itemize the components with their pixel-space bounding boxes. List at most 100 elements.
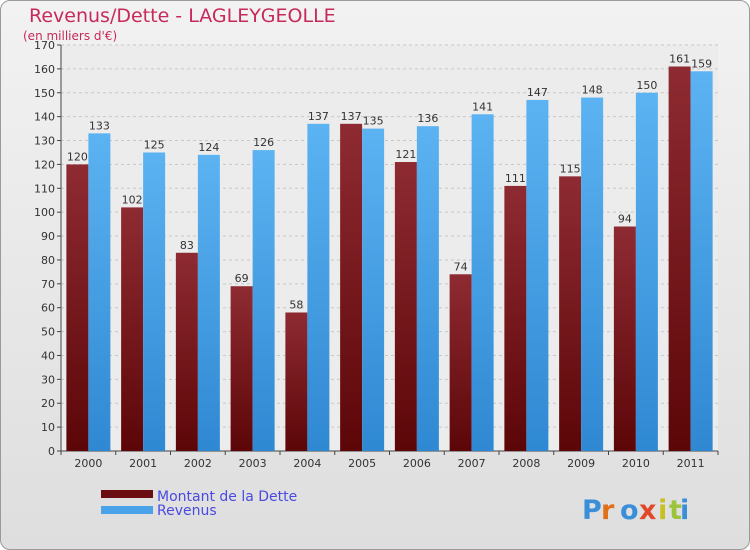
data-label: 148 [582, 84, 603, 97]
bar-revenus [416, 126, 439, 451]
data-label: 150 [636, 79, 657, 92]
bar-revenus [471, 114, 494, 452]
y-tick-label: 170 [34, 39, 55, 52]
data-label: 126 [253, 136, 274, 149]
bar-dette [175, 252, 198, 451]
y-tick-label: 40 [41, 349, 55, 362]
bar-revenus [307, 123, 330, 451]
data-label: 124 [198, 141, 219, 154]
data-label: 137 [341, 110, 362, 123]
y-tick-label: 10 [41, 421, 55, 434]
y-tick-label: 70 [41, 278, 55, 291]
bar-dette [340, 123, 363, 451]
x-tick-label: 2001 [129, 457, 157, 470]
data-label: 121 [395, 148, 416, 161]
x-tick-label: 2002 [184, 457, 212, 470]
bar-dette [559, 176, 582, 451]
data-label: 161 [669, 52, 690, 65]
y-tick-label: 50 [41, 326, 55, 339]
bar-dette [668, 66, 691, 452]
x-tick-label: 2007 [458, 457, 486, 470]
data-label: 159 [691, 57, 712, 70]
bar-revenus [143, 152, 166, 451]
data-label: 133 [89, 119, 110, 132]
bar-dette [285, 312, 308, 451]
y-tick-label: 140 [34, 111, 55, 124]
axis-layer: 0 10 20 30 40 50 60 70 80 90 100 110 120 130 140 150 160… [34, 39, 719, 470]
bar-dette [449, 274, 472, 451]
y-tick-label: 20 [41, 397, 55, 410]
logo-letter: o [620, 495, 639, 526]
x-tick-label: 2004 [293, 457, 321, 470]
x-tick-label: 2005 [348, 457, 376, 470]
bar-dette [121, 207, 144, 451]
plot-area [61, 45, 718, 451]
data-label: 135 [363, 115, 384, 128]
bar-revenus [362, 128, 385, 451]
y-tick-label: 120 [34, 158, 55, 171]
y-tick-label: 60 [41, 302, 55, 315]
y-tick-label: 130 [34, 135, 55, 148]
bar-revenus [197, 154, 220, 451]
data-label: 69 [235, 272, 249, 285]
y-tick-label: 0 [48, 445, 55, 458]
bar-revenus [690, 71, 713, 451]
bar-revenus [581, 97, 604, 452]
data-label: 102 [122, 193, 143, 206]
legend: Montant de la Dette Revenus [101, 489, 297, 519]
y-tick-label: 80 [41, 254, 55, 267]
y-tick-label: 160 [34, 63, 55, 76]
bar-layer [66, 66, 713, 452]
data-label: 111 [505, 172, 526, 185]
logo-letter: x [639, 495, 656, 526]
x-tick-label: 2010 [622, 457, 650, 470]
bar-revenus [252, 150, 275, 452]
y-tick-label: 100 [34, 206, 55, 219]
data-label: 120 [67, 150, 88, 163]
bar-revenus [526, 99, 549, 451]
logo-letter: i [680, 495, 689, 526]
y-tick-label: 150 [34, 87, 55, 100]
logo-letter: r [601, 495, 615, 526]
legend-label-dette: Montant de la Dette [157, 489, 297, 505]
y-tick-label: 90 [41, 230, 55, 243]
x-tick-label: 2006 [403, 457, 431, 470]
chart-title: Revenus/Dette - LAGLEYGEOLLE [29, 5, 336, 27]
bar-revenus [635, 92, 658, 451]
x-tick-label: 2008 [512, 457, 540, 470]
y-tick-label: 110 [34, 182, 55, 195]
bar-dette [504, 185, 527, 451]
bar-dette [66, 164, 89, 452]
logo-letter: P [582, 495, 602, 526]
data-label: 147 [527, 86, 548, 99]
x-tick-label: 2009 [567, 457, 595, 470]
grid-layer [61, 44, 718, 452]
x-tick-label: 2011 [677, 457, 705, 470]
y-tick-label: 30 [41, 373, 55, 386]
logo-letter: t [669, 495, 682, 526]
data-label: 74 [454, 260, 468, 273]
legend-swatch-dette [101, 490, 153, 498]
logo-letter: i [658, 495, 667, 526]
chart-subtitle: (en milliers d'€) [23, 29, 118, 43]
bar-dette [613, 226, 636, 451]
bar-dette [394, 162, 417, 451]
data-label: 115 [560, 162, 581, 175]
data-label: 125 [144, 138, 165, 151]
data-label: 137 [308, 110, 329, 123]
bar-revenus [88, 133, 111, 452]
legend-label-revenus: Revenus [157, 503, 217, 519]
legend-swatch-revenus [101, 506, 153, 514]
x-tick-label: 2003 [239, 457, 267, 470]
x-tick-label: 2000 [74, 457, 102, 470]
data-label: 136 [417, 112, 438, 125]
data-label: 58 [289, 298, 303, 311]
bar-dette [230, 286, 253, 451]
data-label: 94 [618, 213, 632, 226]
data-label: 83 [180, 239, 194, 252]
data-label: 141 [472, 100, 493, 113]
